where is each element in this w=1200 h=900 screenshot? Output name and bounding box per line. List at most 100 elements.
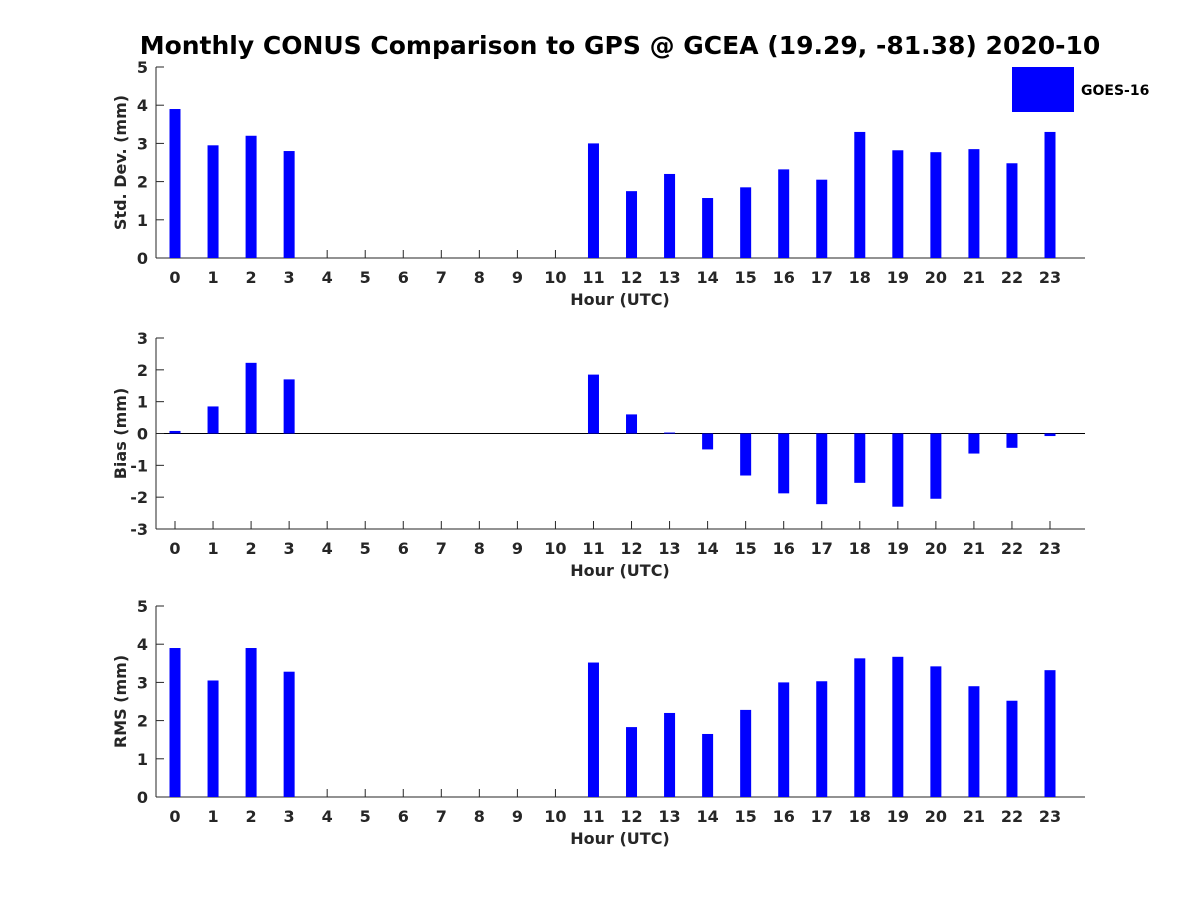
x-tick-label: 9 (512, 807, 523, 826)
x-tick-label: 8 (474, 268, 485, 287)
x-tick-label: 14 (696, 268, 718, 287)
y-tick-label: 2 (137, 361, 148, 380)
y-tick-label: 0 (137, 249, 148, 268)
y-tick-label: 3 (137, 329, 148, 348)
x-tick-label: 6 (398, 539, 409, 558)
x-tick-label: 22 (1001, 539, 1023, 558)
bar (207, 406, 219, 434)
y-tick-label: -2 (130, 488, 148, 507)
bar (892, 433, 904, 507)
x-tick-label: 6 (398, 807, 409, 826)
x-tick-label: 5 (360, 539, 371, 558)
y-tick-label: 4 (137, 635, 148, 654)
x-tick-label: 10 (544, 539, 566, 558)
bar (169, 430, 181, 434)
x-tick-label: 21 (963, 268, 985, 287)
bar (245, 648, 257, 797)
x-tick-label: 22 (1001, 268, 1023, 287)
y-tick-label: 0 (137, 425, 148, 444)
x-tick-label: 8 (474, 807, 485, 826)
x-tick-label: 16 (773, 807, 795, 826)
legend: GOES-16 (1012, 67, 1149, 112)
bar (664, 432, 676, 434)
bar (1044, 670, 1056, 797)
bar (816, 433, 828, 505)
x-tick-label: 23 (1039, 539, 1061, 558)
y-tick-label: 2 (137, 712, 148, 731)
bar (1006, 433, 1018, 448)
y-tick-label: 5 (137, 597, 148, 616)
y-tick-label: 2 (137, 173, 148, 192)
x-tick-label: 15 (735, 268, 757, 287)
x-tick-label: 18 (849, 807, 871, 826)
x-tick-label: 5 (360, 807, 371, 826)
bar (283, 671, 295, 797)
bar (626, 414, 638, 434)
x-tick-label: 12 (620, 807, 642, 826)
bar (968, 433, 980, 454)
x-tick-label: 2 (246, 539, 257, 558)
bar (169, 109, 181, 259)
x-tick-label: 10 (544, 807, 566, 826)
x-tick-label: 5 (360, 268, 371, 287)
bar (1006, 700, 1018, 797)
x-tick-label: 2 (246, 807, 257, 826)
x-tick-label: 3 (284, 807, 295, 826)
x-tick-label: 19 (887, 539, 909, 558)
bar (778, 433, 790, 494)
x-tick-label: 21 (963, 807, 985, 826)
x-tick-label: 1 (207, 807, 218, 826)
x-tick-label: 9 (512, 539, 523, 558)
x-tick-label: 13 (658, 268, 680, 287)
bar (740, 187, 752, 258)
bar (283, 151, 295, 258)
y-tick-label: 1 (137, 393, 148, 412)
x-tick-label: 4 (322, 268, 333, 287)
bar (702, 733, 714, 797)
x-tick-label: 21 (963, 539, 985, 558)
x-tick-label: 7 (436, 268, 447, 287)
x-tick-label: 15 (735, 807, 757, 826)
y-tick-label: -3 (130, 520, 148, 539)
y-tick-label: 1 (137, 750, 148, 769)
x-tick-label: 17 (811, 268, 833, 287)
bar (1044, 131, 1056, 258)
x-tick-label: 13 (658, 539, 680, 558)
bar (968, 686, 980, 797)
bar (245, 362, 257, 434)
y-tick-label: 4 (137, 96, 148, 115)
bar (740, 709, 752, 797)
bar (816, 681, 828, 797)
x-tick-label: 18 (849, 268, 871, 287)
x-tick-label: 11 (582, 807, 604, 826)
x-tick-label: 19 (887, 807, 909, 826)
x-tick-label: 10 (544, 268, 566, 287)
x-tick-label: 17 (811, 539, 833, 558)
x-tick-label: 12 (620, 539, 642, 558)
x-axis-label: Hour (UTC) (570, 290, 670, 309)
bar (740, 433, 752, 476)
bar (854, 131, 866, 258)
bar (664, 173, 676, 258)
x-tick-label: 16 (773, 539, 795, 558)
x-tick-label: 6 (398, 268, 409, 287)
bar (892, 150, 904, 258)
bar (169, 648, 181, 797)
x-tick-label: 3 (284, 539, 295, 558)
x-tick-label: 7 (436, 807, 447, 826)
y-axis-label: Bias (mm) (111, 388, 130, 480)
bar (778, 169, 790, 258)
bar (816, 179, 828, 258)
x-tick-label: 12 (620, 268, 642, 287)
y-axis-label: Std. Dev. (mm) (111, 95, 130, 230)
bar (245, 135, 257, 258)
y-tick-label: -1 (130, 456, 148, 475)
y-tick-label: 3 (137, 673, 148, 692)
x-tick-label: 23 (1039, 807, 1061, 826)
x-tick-label: 7 (436, 539, 447, 558)
x-tick-label: 9 (512, 268, 523, 287)
bar (283, 379, 295, 434)
